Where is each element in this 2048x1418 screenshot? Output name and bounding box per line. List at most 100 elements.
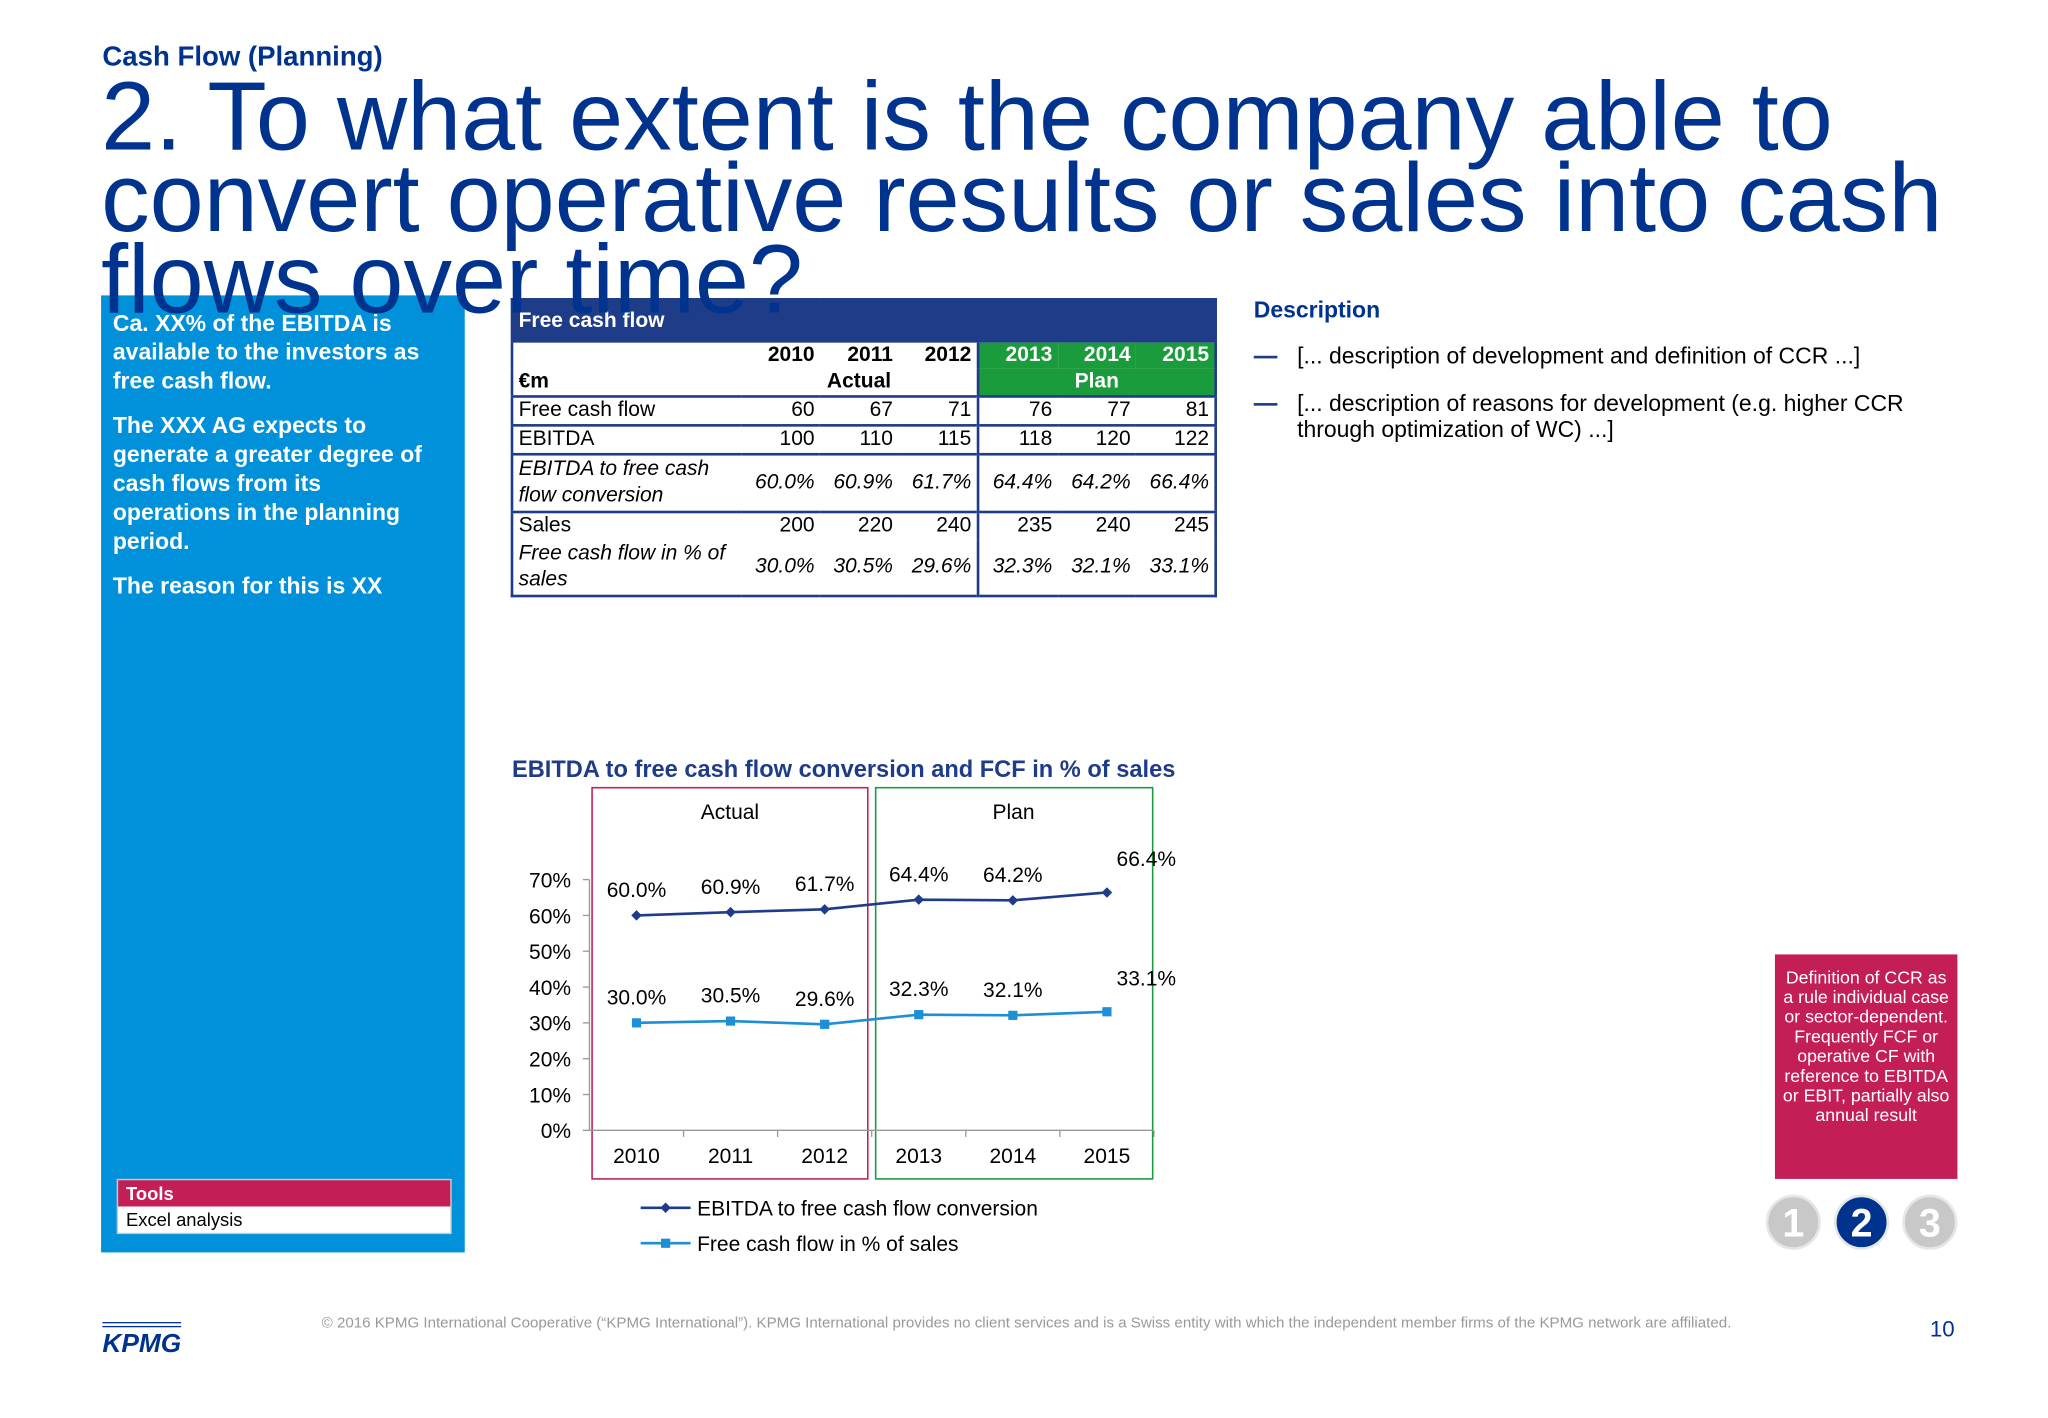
- value-label: 64.2%: [983, 864, 1043, 887]
- cell: 115: [898, 424, 978, 455]
- value-label: 60.9%: [701, 876, 761, 899]
- panel-paragraph: The reason for this is XX: [112, 572, 383, 599]
- value-label: 33.1%: [1117, 968, 1177, 991]
- row-label: EBITDA to free cash flow conversion: [511, 452, 742, 512]
- value-label: 32.3%: [889, 978, 949, 1001]
- y-tick-label: 20%: [529, 1049, 571, 1072]
- marker: [725, 1016, 736, 1026]
- tools-box: Tools Excel analysis: [116, 1178, 452, 1235]
- value-label: 61.7%: [795, 873, 855, 896]
- note-box: Definition of CCR as a rule individual c…: [1774, 954, 1958, 1179]
- table-title-row: Free cash flow: [511, 299, 1216, 343]
- line: [636, 891, 1108, 917]
- marker: [631, 1018, 642, 1028]
- y-tick-label: 10%: [529, 1084, 571, 1107]
- line: [636, 1010, 1107, 1026]
- marker: [1007, 895, 1019, 906]
- year: 2013: [976, 342, 1058, 369]
- marker: [1008, 1010, 1018, 1020]
- year-row: 2010 2011 2012 2013 2014 2015: [512, 342, 1216, 369]
- pager: 1 2 3: [1765, 1194, 1958, 1250]
- value-label: 30.5%: [701, 985, 761, 1008]
- y-tick-label: 70%: [529, 869, 571, 892]
- year: 2011: [847, 343, 893, 367]
- description: Description [... description of developm…: [1253, 296, 1963, 464]
- cell: 81: [1135, 395, 1216, 426]
- group: Plan: [976, 368, 1216, 397]
- pager-number: 1: [1782, 1202, 1804, 1246]
- cell: 66.4%: [1135, 452, 1216, 512]
- cell: 200: [741, 510, 820, 540]
- cell: 120: [1057, 424, 1136, 455]
- y-tick-label: 0%: [541, 1120, 571, 1143]
- value-label: 60.0%: [607, 879, 667, 902]
- marker: [661, 1238, 671, 1248]
- cell: 60.9%: [819, 452, 899, 512]
- marker: [820, 1019, 830, 1029]
- x-tick-label: 2011: [708, 1145, 753, 1168]
- x-tick-label: 2012: [801, 1145, 848, 1168]
- group-box: [591, 786, 869, 1180]
- value-label: 66.4%: [1117, 848, 1177, 871]
- description-title: Description: [1253, 296, 1381, 323]
- year: 2012: [924, 343, 972, 367]
- cell: 240: [1057, 510, 1136, 540]
- row-label: Free cash flow in % of sales: [518, 542, 726, 591]
- cell: 61.7%: [898, 452, 978, 512]
- left-panel: Ca. XX% of the EBITDA is available to th…: [101, 295, 465, 1253]
- panel-text: Ca. XX% of the EBITDA is available to th…: [101, 309, 441, 616]
- pager-dot: [1834, 1194, 1890, 1250]
- x-tick-label: 2014: [989, 1145, 1036, 1168]
- tools-item: Excel analysis: [126, 1209, 243, 1231]
- cell: 32.1%: [1071, 555, 1131, 578]
- year: 2014: [1057, 342, 1136, 369]
- table-title: Free cash flow: [511, 299, 1216, 343]
- group-label: Plan: [992, 801, 1034, 824]
- cell: 60: [741, 395, 820, 426]
- cell: 64.2%: [1057, 452, 1136, 512]
- marker: [1102, 1007, 1112, 1017]
- group-label: Actual: [701, 801, 759, 824]
- year: 2010: [767, 343, 815, 367]
- panel-paragraph: Ca. XX% of the EBITDA is available to th…: [112, 309, 420, 394]
- row-label: Free cash flow: [511, 395, 742, 426]
- group-box: [874, 786, 1154, 1180]
- cell: 29.6%: [911, 555, 972, 578]
- marker: [660, 1202, 671, 1214]
- title: 2. To what extent is the company able to…: [101, 61, 1943, 334]
- table-row: Free cash flow 60 67 71 76 77 81: [511, 395, 1216, 426]
- group: Actual: [826, 370, 892, 393]
- year: 2015: [1135, 342, 1216, 369]
- tools-title: Tools: [118, 1180, 451, 1207]
- row-label: Sales: [511, 510, 742, 540]
- cell: 100: [741, 424, 820, 455]
- y-tick-label: 30%: [529, 1013, 571, 1036]
- cell: 118: [976, 424, 1058, 455]
- marker: [913, 894, 925, 905]
- value-label: 29.6%: [795, 988, 855, 1011]
- cell: 220: [819, 510, 899, 540]
- cell: 32.3%: [976, 539, 1058, 597]
- cell: 30.0%: [755, 555, 815, 578]
- x-tick-label: 2015: [1084, 1145, 1131, 1168]
- pager-number: 2: [1851, 1202, 1873, 1246]
- marker: [819, 904, 830, 915]
- unit: €m: [518, 370, 549, 393]
- page-number: 10: [1929, 1316, 1955, 1342]
- cell: 64.4%: [976, 452, 1058, 512]
- cell: 240: [898, 510, 978, 540]
- cell: 245: [1135, 510, 1216, 540]
- table-row: EBITDA to free cash flow conversion 60.0%…: [511, 452, 1216, 512]
- y-tick-label: 50%: [529, 941, 571, 964]
- logo: KPMG: [102, 1322, 182, 1360]
- value-label: 30.0%: [607, 986, 667, 1009]
- description-item: [... description of development and defi…: [1253, 343, 1963, 369]
- group-row: €m Actual Plan: [512, 368, 1216, 397]
- description-item: [... description of reasons for developm…: [1253, 390, 1963, 442]
- cell: 33.1%: [1149, 555, 1210, 578]
- chart-title: EBITDA to free cash flow conversion and …: [512, 757, 1175, 783]
- cell: 110: [819, 424, 899, 455]
- cell: 60.0%: [741, 452, 820, 512]
